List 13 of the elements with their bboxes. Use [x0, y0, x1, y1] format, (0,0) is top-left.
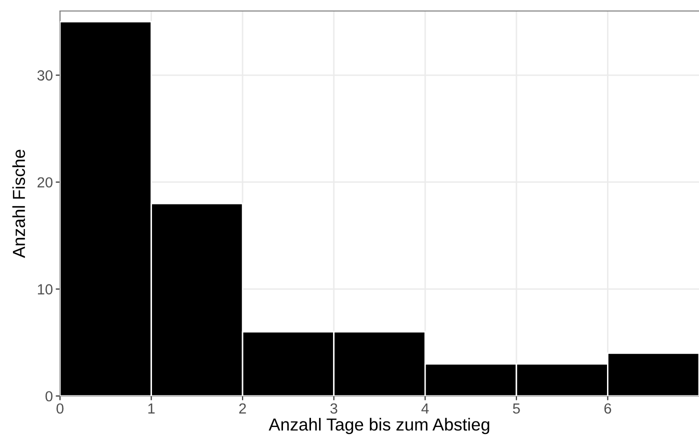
y-tick-label: 0 — [46, 391, 52, 402]
x-tick-label: 0 — [56, 403, 64, 414]
y-axis-title: Anzahl Fische — [12, 150, 26, 258]
x-axis-title: Anzahl Tage bis zum Abstieg — [268, 418, 490, 434]
y-tick-label: 30 — [37, 70, 52, 81]
x-tick-label: 4 — [421, 403, 429, 414]
x-tick-label: 5 — [512, 403, 520, 414]
x-tick-label: 1 — [148, 403, 155, 414]
y-tick-label: 10 — [38, 284, 52, 294]
y-tick-label: 20 — [38, 177, 52, 188]
x-tick-label: 2 — [239, 403, 246, 414]
x-tick-label: 3 — [330, 403, 338, 414]
x-tick-label: 6 — [604, 403, 612, 414]
